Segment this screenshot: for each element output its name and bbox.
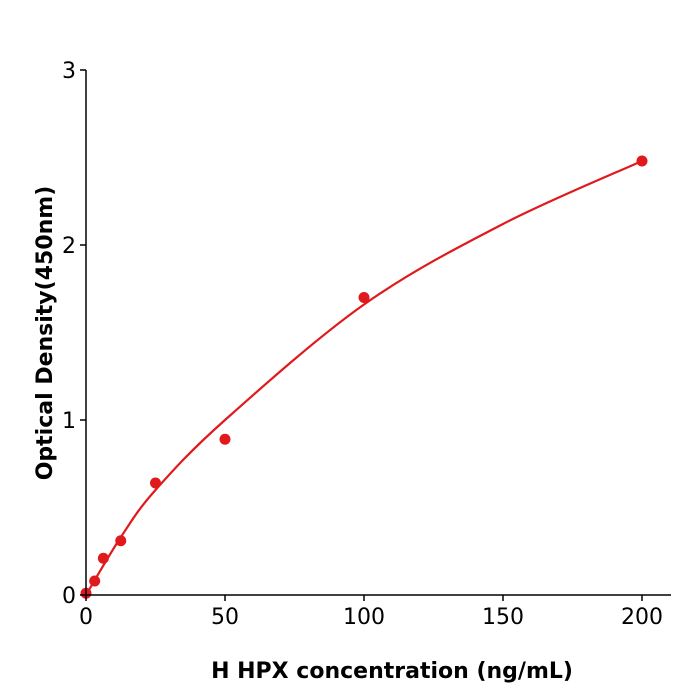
y-tick-label: 2 bbox=[62, 234, 76, 259]
y-tick-label: 0 bbox=[62, 584, 76, 609]
data-point bbox=[150, 477, 161, 489]
y-tick-label: 1 bbox=[62, 409, 76, 434]
x-tick-label: 100 bbox=[343, 605, 385, 630]
x-axis-label: H HPX concentration (ng/mL) bbox=[211, 659, 573, 684]
y-tick-label: 3 bbox=[62, 59, 76, 84]
x-tick-label: 50 bbox=[211, 605, 239, 630]
data-point bbox=[115, 535, 127, 547]
x-tick-label: 150 bbox=[482, 605, 524, 630]
x-tick-label: 0 bbox=[79, 605, 93, 630]
fit-curve bbox=[85, 159, 643, 596]
y-axis-label: Optical Density(450nm) bbox=[33, 186, 58, 481]
data-point bbox=[358, 292, 370, 303]
data-point bbox=[97, 552, 109, 564]
data-point bbox=[636, 155, 648, 167]
data-point bbox=[89, 575, 101, 587]
x-tick-label: 200 bbox=[621, 605, 663, 630]
data-point bbox=[219, 433, 231, 445]
